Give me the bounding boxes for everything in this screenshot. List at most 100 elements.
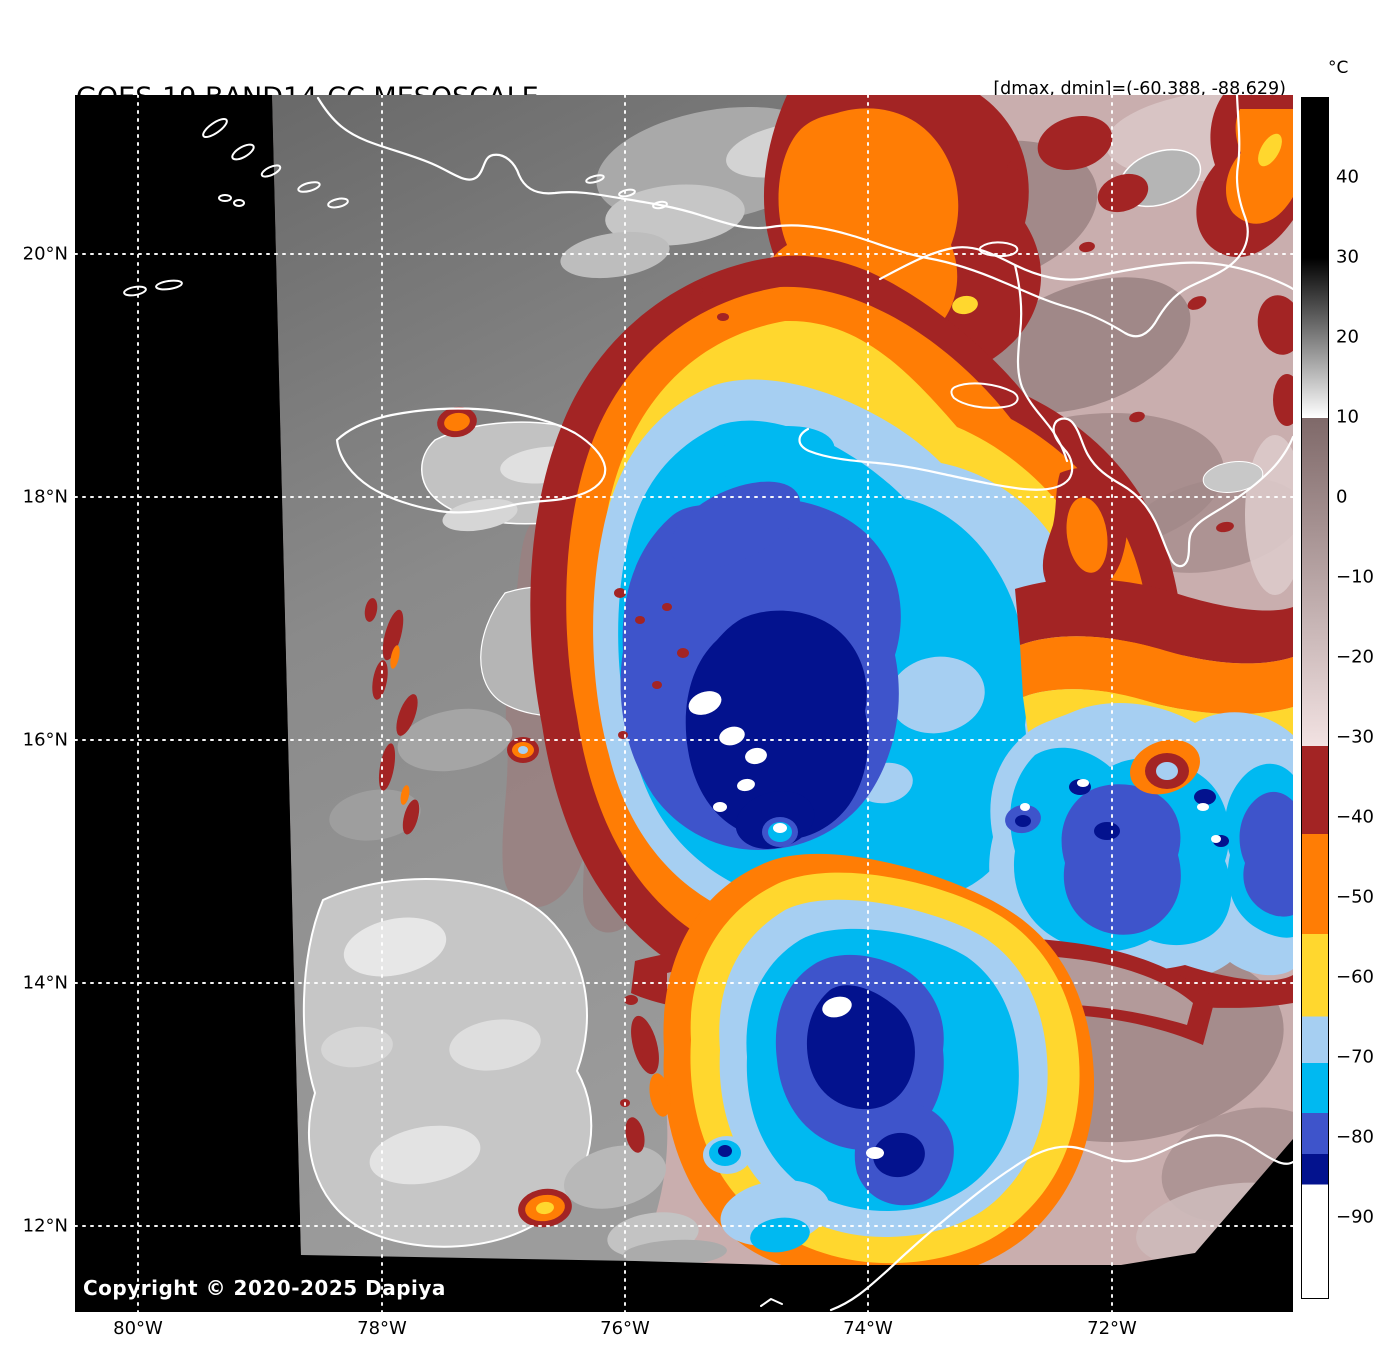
satellite-map: Copyright © 2020-2025 Dapiya — [75, 95, 1293, 1312]
nodata-left-mask — [75, 95, 301, 1312]
colorbar-tick--20: −20 — [1336, 646, 1374, 668]
east-white-2 — [1020, 803, 1030, 811]
west-dot-2 — [635, 616, 645, 624]
southblob-white-2 — [866, 1147, 884, 1159]
cloud-midwest-2 — [329, 789, 421, 841]
convection-top-dr2 — [1037, 116, 1113, 170]
convection-ne-dr5 — [1273, 374, 1293, 426]
nodata-bottom-mask — [75, 1139, 1293, 1312]
coastline-cayman-1 — [123, 285, 147, 297]
west-dot-8 — [641, 1048, 653, 1058]
colorbar-tick--60: −60 — [1336, 966, 1374, 988]
mainblob-navy — [685, 610, 869, 841]
cloud-cumulus-b1 — [343, 917, 447, 977]
colorbar-tick-0: 0 — [1336, 486, 1348, 508]
x-tick-72°W: 72°W — [1087, 1318, 1137, 1339]
mainblob-white-3 — [745, 747, 767, 765]
speckle-2 — [1079, 241, 1095, 253]
convection-ne-dr4 — [1257, 295, 1293, 355]
sw-warm-2 — [649, 1073, 671, 1117]
x-tick-74°W: 74°W — [843, 1318, 893, 1339]
colorbar-tick--90: −90 — [1336, 1206, 1374, 1228]
west-dot-7 — [624, 995, 638, 1005]
mainblob-white-dot-se — [773, 823, 787, 833]
coastline-cay-9 — [618, 188, 636, 198]
east-navy-4 — [1194, 789, 1216, 805]
speckle-3 — [1187, 296, 1207, 310]
colorbar-tick--30: −30 — [1336, 726, 1374, 748]
east-white-3 — [1197, 803, 1209, 811]
cloud-cumulus-b4 — [321, 1026, 393, 1068]
speckle-4 — [1129, 411, 1145, 423]
coastline-hispaniola-south — [798, 417, 1293, 568]
coastline-cay-3 — [260, 164, 282, 178]
west-streak-1 — [382, 609, 404, 661]
colorbar-tick-20: 20 — [1336, 326, 1359, 348]
x-tick-76°W: 76°W — [600, 1318, 650, 1339]
coastline-cayman-2 — [155, 279, 183, 291]
colorbar-tick-40: 40 — [1336, 166, 1359, 188]
east-band-darkred — [1015, 578, 1293, 664]
satellite-imagery — [75, 95, 1293, 1312]
x-tick-80°W: 80°W — [113, 1318, 163, 1339]
cloud-midwest-1 — [397, 708, 513, 772]
colorbar-tick-30: 30 — [1336, 246, 1359, 268]
west-dot-4 — [677, 648, 689, 658]
west-dot-1 — [614, 588, 626, 598]
west-dot-3 — [662, 603, 672, 611]
speckle-5 — [1216, 521, 1234, 533]
colorbar-tick--80: −80 — [1336, 1126, 1374, 1148]
coastline-nub — [760, 1298, 783, 1307]
mainblob-cyan-north — [715, 426, 835, 484]
colorbar-tick--70: −70 — [1336, 1046, 1374, 1068]
coastline-hispaniola-north — [878, 246, 1293, 463]
west-dot-5 — [652, 681, 662, 689]
cloud-cuba-4 — [560, 231, 670, 279]
connector-orange — [1066, 497, 1108, 573]
convection-top-dr3 — [1097, 173, 1149, 213]
coastline-cay-10 — [652, 200, 668, 210]
east-navy-3 — [1015, 815, 1031, 827]
west-streak-4 — [378, 743, 396, 791]
west-streak-or2 — [400, 785, 410, 805]
west-spot3-yellow — [536, 1201, 554, 1215]
mainblob-white-5 — [713, 802, 727, 812]
y-tick-12°N: 12°N — [22, 1215, 68, 1237]
x-tick-78°W: 78°W — [357, 1318, 407, 1339]
east-white-1 — [1077, 779, 1089, 787]
latitude-axis: 20°N 18°N 16°N 14°N 12°N — [0, 0, 68, 1359]
colorbar-tick--10: −10 — [1336, 566, 1374, 588]
sw-warm-3 — [625, 1117, 645, 1153]
coastline-tortuga — [978, 241, 1019, 257]
colorbar-tick-labels: 40 30 20 10 0 −10 −20 −30 −40 −50 −60 −70 −80 −90 — [1336, 97, 1390, 1297]
east-band-orange — [1020, 636, 1293, 715]
copyright-text: Copyright © 2020-2025 Dapiya — [83, 1276, 446, 1300]
east-warmring-center — [1156, 762, 1178, 780]
west-dot-6 — [618, 731, 628, 739]
west-dot-10 — [687, 285, 703, 295]
coastline-cay-4 — [218, 194, 232, 202]
coastline-cay-2 — [231, 143, 255, 161]
west-dot-11 — [717, 313, 729, 321]
convection-top-yellow-1 — [952, 295, 978, 315]
coastline-cuba — [316, 95, 1249, 338]
southblob-navy-2 — [873, 1132, 925, 1178]
west-streak-2 — [372, 660, 388, 700]
east-white-4 — [1211, 835, 1221, 843]
mainblob-white-4 — [737, 778, 755, 792]
west-streak-5 — [402, 799, 420, 835]
colorbar-tick--50: −50 — [1336, 886, 1374, 908]
convection-ne-yellow — [1258, 133, 1282, 167]
cloud-bottom-center — [623, 1239, 727, 1267]
y-tick-14°N: 14°N — [22, 972, 68, 994]
cloud-sw-1 — [564, 1145, 666, 1209]
y-tick-18°N: 18°N — [22, 486, 68, 508]
west-spot2-lightblue — [518, 746, 528, 754]
colorbar-tick--40: −40 — [1336, 806, 1374, 828]
longitude-axis: 80°W 78°W 76°W 74°W 72°W — [0, 1318, 1390, 1348]
east-navy-2 — [1094, 822, 1120, 840]
sw-warm-1 — [631, 1015, 659, 1075]
y-tick-16°N: 16°N — [22, 729, 68, 751]
convection-ne-orange — [1226, 109, 1293, 224]
